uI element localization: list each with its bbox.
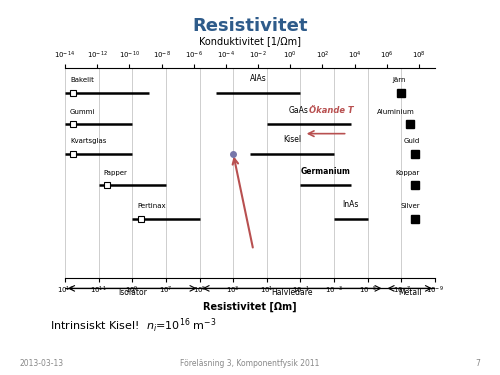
Text: Germanium: Germanium [300,166,350,176]
Text: Isolator: Isolator [118,288,146,297]
Text: GaAs: GaAs [289,106,309,115]
Text: Metall: Metall [398,288,421,297]
Text: Kisel: Kisel [283,135,301,144]
Text: AlAs: AlAs [250,74,267,83]
Text: Papper: Papper [104,170,128,176]
Text: Järn: Järn [393,77,406,83]
Text: Resistivitet: Resistivitet [192,17,308,35]
Text: Ökande T: Ökande T [309,106,354,115]
Text: 2013-03-13: 2013-03-13 [20,359,64,368]
Text: Kvartsglas: Kvartsglas [70,138,106,144]
Text: InAs: InAs [342,200,359,209]
Text: Intrinsiskt Kisel!  $n_i$=10$^{16}$ m$^{-3}$: Intrinsiskt Kisel! $n_i$=10$^{16}$ m$^{-… [50,317,216,335]
Text: Halvledare: Halvledare [272,288,313,297]
Text: Gummi: Gummi [70,109,96,115]
Text: Bakelit: Bakelit [70,77,94,83]
X-axis label: Konduktivitet [1/Ωm]: Konduktivitet [1/Ωm] [199,36,301,46]
Text: Aluminium: Aluminium [377,109,415,115]
Text: Guld: Guld [404,138,420,144]
Text: Koppar: Koppar [396,170,420,176]
Text: 7: 7 [475,359,480,368]
Text: Silver: Silver [400,203,420,209]
Text: Föreläsning 3, Komponentfysik 2011: Föreläsning 3, Komponentfysik 2011 [180,359,320,368]
X-axis label: Resistivitet [Ωm]: Resistivitet [Ωm] [203,301,297,312]
Text: Pertinax: Pertinax [138,203,166,209]
